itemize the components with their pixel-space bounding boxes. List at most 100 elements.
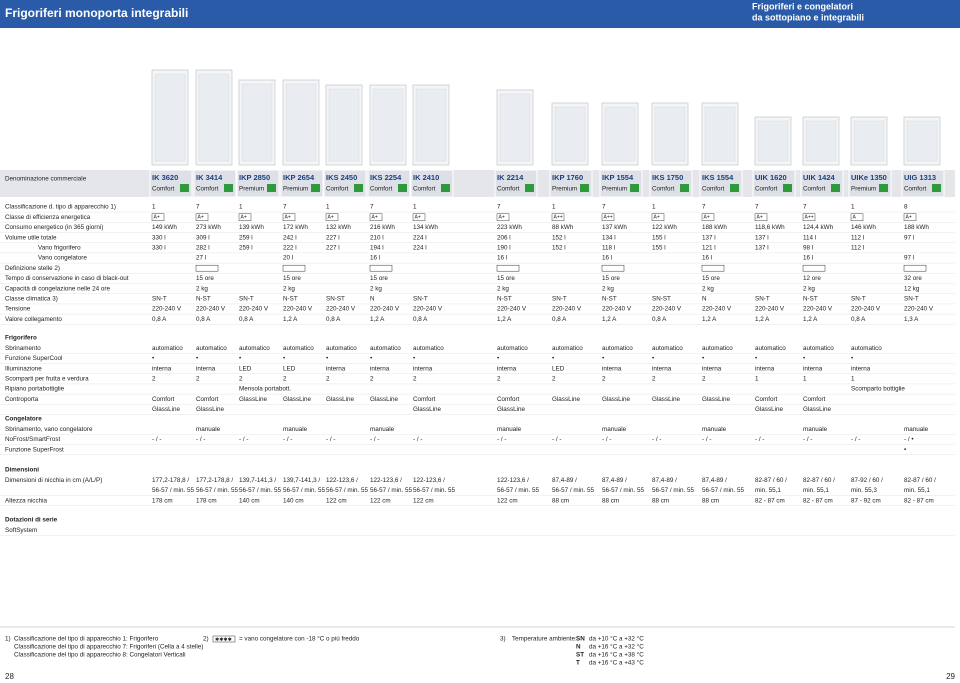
cell: 2 kg [803, 285, 815, 292]
model-line: Comfort [370, 186, 393, 193]
cell: • [755, 355, 757, 362]
cell: 1,2 A [370, 316, 385, 323]
cell: 7 [755, 204, 759, 211]
cell: 216 kWh [370, 224, 395, 231]
energy-class-box [238, 213, 252, 221]
section-title: Frigorifero [5, 335, 37, 342]
cell: LED [283, 365, 296, 372]
product-interior [499, 93, 531, 162]
cell: • [851, 355, 853, 362]
cell: - / - [602, 436, 611, 443]
cell: 1 [326, 204, 330, 211]
section-title: Congelatore [5, 416, 42, 423]
cell: 112 l [851, 244, 864, 251]
cell: automatico [326, 345, 357, 352]
cell: GlassLine [370, 396, 398, 403]
cell: 7 [497, 204, 501, 211]
energy-class-box [282, 213, 296, 221]
cell: LED [552, 365, 565, 372]
cell: 7 [370, 204, 374, 211]
energy-class: A+ [654, 215, 660, 221]
energy-class: A++ [604, 215, 613, 221]
cell: 146 kWh [851, 224, 876, 231]
row-label: Dimensioni di nicchia in cm (A/L/P) [5, 477, 102, 484]
cell: - / - [755, 436, 764, 443]
cell: GlassLine [803, 406, 831, 413]
cell: SN-T [413, 295, 428, 302]
header-label: Denominazione commerciale [5, 176, 87, 183]
cell: - / - [152, 436, 161, 443]
cell: 122-123,6 / [497, 477, 529, 484]
cell: 242 l [283, 234, 297, 241]
cell: 178 cm [196, 497, 217, 504]
cell: 190 l [497, 244, 511, 251]
cell: 88 cm [652, 497, 669, 504]
cell: 56-57 / min. 55 [652, 487, 695, 494]
cell: • [602, 355, 604, 362]
cell: • [239, 355, 241, 362]
cell: 0,8 A [413, 316, 428, 323]
cell: 7 [702, 204, 706, 211]
cell: 7 [283, 204, 287, 211]
footnote-text: Classificazione del tipo di apparecchio … [14, 636, 159, 643]
cell: 222 l [283, 244, 297, 251]
cell: 206 l [497, 234, 511, 241]
row-label: Classificazione d. tipo di apparecchio 1… [5, 204, 116, 211]
cell: interna [755, 365, 775, 372]
cell: 1,3 A [904, 316, 919, 323]
star-icon: ✱✱✱✱ [212, 635, 236, 643]
cell: 220-240 V [652, 306, 682, 313]
footnote-marker: 2) [203, 636, 209, 643]
product-interior [241, 83, 273, 162]
energy-badge [180, 184, 189, 192]
energy-badge [580, 184, 589, 192]
model-line: Premium [851, 186, 876, 193]
energy-class: A+ [154, 215, 160, 221]
cell: 1 [755, 375, 759, 382]
cell: 82-87 / 60 / [755, 477, 787, 484]
cell: 2 [552, 375, 556, 382]
cell: 87,4-89 / [552, 477, 577, 484]
cell: • [803, 355, 805, 362]
cell: 220-240 V [904, 306, 934, 313]
model-line: Comfort [755, 186, 778, 193]
cell: - / - [552, 436, 561, 443]
cell: - / • [904, 436, 914, 443]
cell: 1 [413, 204, 417, 211]
cell: 82-87 / 60 / [904, 477, 936, 484]
cell: min. 55,1 [904, 487, 930, 494]
cell: manuale [196, 426, 221, 433]
cell: 155 l [652, 244, 666, 251]
cell: 188 kWh [702, 224, 727, 231]
cell: 122 cm [413, 497, 434, 504]
cell: 140 cm [239, 497, 260, 504]
cell: 2 [283, 375, 287, 382]
header-bar [0, 0, 960, 28]
cell: 15 ore [702, 275, 720, 282]
model-name: IK 2214 [497, 173, 524, 182]
cell: 56-57 / min. 55 [239, 487, 282, 494]
cell: • [702, 355, 704, 362]
row-label: Definizione stelle 2) [5, 265, 60, 272]
cell: 1 [152, 204, 156, 211]
cell: 134 kWh [413, 224, 438, 231]
energy-badge [267, 184, 276, 192]
energy-class: A++ [554, 215, 563, 221]
row-label: Vano congelatore [38, 255, 87, 262]
cell: 172 kWh [283, 224, 308, 231]
cell: automatico [851, 345, 882, 352]
cell: 56-57 / min. 55 [152, 487, 195, 494]
cell: 15 ore [370, 275, 388, 282]
model-line: Premium [283, 186, 308, 193]
cell: SN-ST [326, 295, 345, 302]
cell: N-ST [196, 295, 211, 302]
cell: 0,8 A [652, 316, 667, 323]
cell: 124,4 kWh [803, 224, 834, 231]
cell: 118 l [602, 244, 615, 251]
star-icon [282, 264, 306, 272]
cell: SN-T [755, 295, 770, 302]
product-interior [154, 73, 186, 162]
model-cell [800, 169, 844, 198]
product-interior [328, 88, 360, 162]
cell: Comfort [803, 396, 826, 403]
